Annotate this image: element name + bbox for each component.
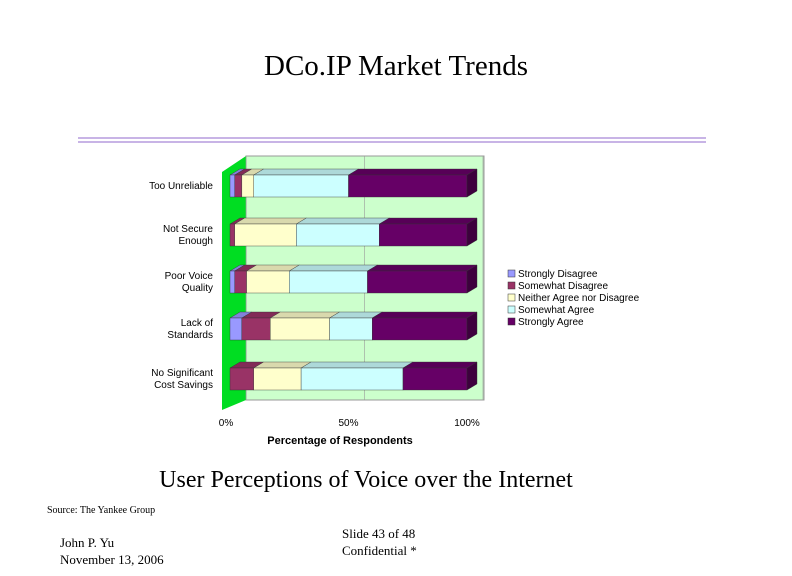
bar-segment-top [347,168,478,176]
bar-segment [229,270,235,294]
x-axis-ticks: 0% 50% 100% [219,418,480,429]
legend-swatch [507,269,516,278]
bar-end-face [466,264,478,294]
chart-caption: User Perceptions of Voice over the Inter… [159,467,573,493]
bar-end-face [466,361,478,391]
bar-end-face [466,168,478,198]
bar-segment [234,270,247,294]
slide-number: Slide 43 of 48 [342,526,416,541]
bar-segment [329,317,373,341]
legend-swatch [507,305,516,314]
bar-segment [241,317,271,341]
bar-segment [289,270,368,294]
source-note: Source: The Yankee Group [47,505,156,516]
bar-segment [234,223,297,247]
bar-segment-top [402,361,478,369]
confidential-note: Confidential * [342,543,417,558]
legend-label: Somewhat Disagree [518,281,608,292]
presentation-date: November 13, 2006 [60,552,164,567]
bar-segment-top [366,264,478,272]
category-label: No Significant [151,368,213,379]
x-axis-label: Percentage of Respondents [267,435,412,447]
bar-segment-top [378,217,478,225]
bars [229,168,478,391]
footer-slide-block: Slide 43 of 48 Confidential * [342,525,417,559]
x-tick-label: 0% [219,418,234,429]
slide-title: DCo.IP Market Trends [264,50,528,82]
author-name: John P. Yu [60,535,115,550]
x-tick-label: 100% [454,418,480,429]
legend-label: Neither Agree nor Disagree [518,293,640,304]
bar-segment-top [288,264,379,272]
bar-segment [296,223,380,247]
bar-segment [241,174,254,198]
bar-segment [229,317,243,341]
bar-segment [253,174,349,198]
bar-segment-top [300,361,414,369]
bar-segment [270,317,330,341]
footer-author-block: John P. Yu November 13, 2006 [60,534,164,568]
title-divider-line [78,137,706,139]
bar-segment-top [295,217,391,225]
category-label: Quality [182,283,213,294]
legend-label: Strongly Disagree [518,269,598,280]
category-label: Lack of [181,318,213,329]
legend-label: Strongly Agree [518,317,584,328]
bar-segment-top [234,217,308,225]
legend-label: Somewhat Agree [518,305,595,316]
bar-segment-top [269,311,341,319]
bar-end-face [466,217,478,247]
legend-swatch [507,281,516,290]
bar-segment [300,367,404,391]
category-label: Cost Savings [154,380,213,391]
bar-segment [348,174,468,198]
x-tick-label: 50% [338,418,358,429]
bar-segment [246,270,290,294]
category-label: Standards [167,330,213,341]
category-label: Enough [179,236,213,247]
bar-segment [372,317,468,341]
bar-segment [379,223,468,247]
bar-segment [229,174,235,198]
bar-segment-top [371,311,478,319]
bar-segment [229,367,254,391]
category-label: Too Unreliable [149,181,213,192]
bar-segment [234,174,243,198]
bar-end-face [466,311,478,341]
category-label: Not Secure [163,224,213,235]
bar-segment [253,367,302,391]
bar-segment [229,223,235,247]
legend-swatch [507,293,516,302]
category-label: Poor Voice [165,271,214,282]
bar-segment [367,270,468,294]
bar-segment-top [252,168,360,176]
title-divider-line [78,141,706,143]
bar-segment [402,367,468,391]
legend-swatch [507,317,516,326]
